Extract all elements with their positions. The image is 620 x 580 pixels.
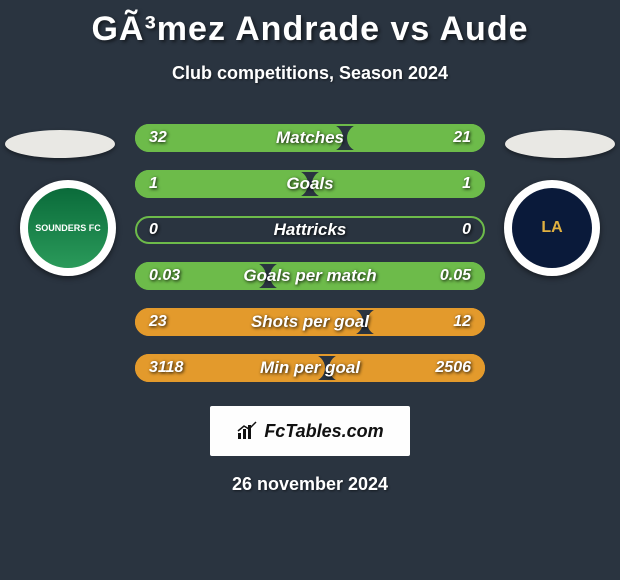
stat-label: Shots per goal [251,312,369,332]
stats-list: 32 Matches 21 1 Goals 1 0 Hattricks 0 0.03 Goals p… [135,124,485,382]
right-team-badge-inner: LA [512,188,592,268]
stat-value-left: 1 [149,175,158,193]
stat-label: Matches [276,128,344,148]
stat-value-left: 0.03 [149,267,180,285]
stat-label: Hattricks [274,220,347,240]
stat-value-right: 1 [462,175,471,193]
stat-value-right: 21 [453,129,471,147]
stat-row: 23 Shots per goal 12 [135,308,485,336]
subtitle: Club competitions, Season 2024 [0,63,620,84]
right-team-badge: LA [504,180,600,276]
stat-value-left: 3118 [149,359,183,377]
chart-icon [236,421,260,441]
stat-fill-right [312,170,485,198]
stat-row: 3118 Min per goal 2506 [135,354,485,382]
stat-value-right: 0 [462,221,471,239]
stat-row: 32 Matches 21 [135,124,485,152]
stat-row: 0 Hattricks 0 [135,216,485,244]
left-team-badge: SOUNDERS FC [20,180,116,276]
stat-fill-left [135,170,308,198]
stat-value-left: 32 [149,129,167,147]
stat-value-right: 0.05 [440,267,471,285]
left-team-ellipse [5,130,115,158]
page-title: GÃ³mez Andrade vs Aude [0,0,620,49]
comparison-panel: SOUNDERS FC LA 32 Matches 21 1 Goals 1 0 Hattri… [0,124,620,382]
footer-logo: FcTables.com [210,406,410,456]
stat-value-right: 12 [453,313,471,331]
stat-label: Min per goal [260,358,360,378]
stat-value-left: 0 [149,221,158,239]
stat-label: Goals per match [243,266,376,286]
right-team-ellipse [505,130,615,158]
stat-row: 0.03 Goals per match 0.05 [135,262,485,290]
stat-row: 1 Goals 1 [135,170,485,198]
stat-label: Goals [286,174,333,194]
stat-value-left: 23 [149,313,167,331]
left-team-badge-inner: SOUNDERS FC [28,188,108,268]
footer-logo-text: FcTables.com [264,421,383,442]
footer-date: 26 november 2024 [0,474,620,495]
stat-value-right: 2506 [435,359,471,377]
